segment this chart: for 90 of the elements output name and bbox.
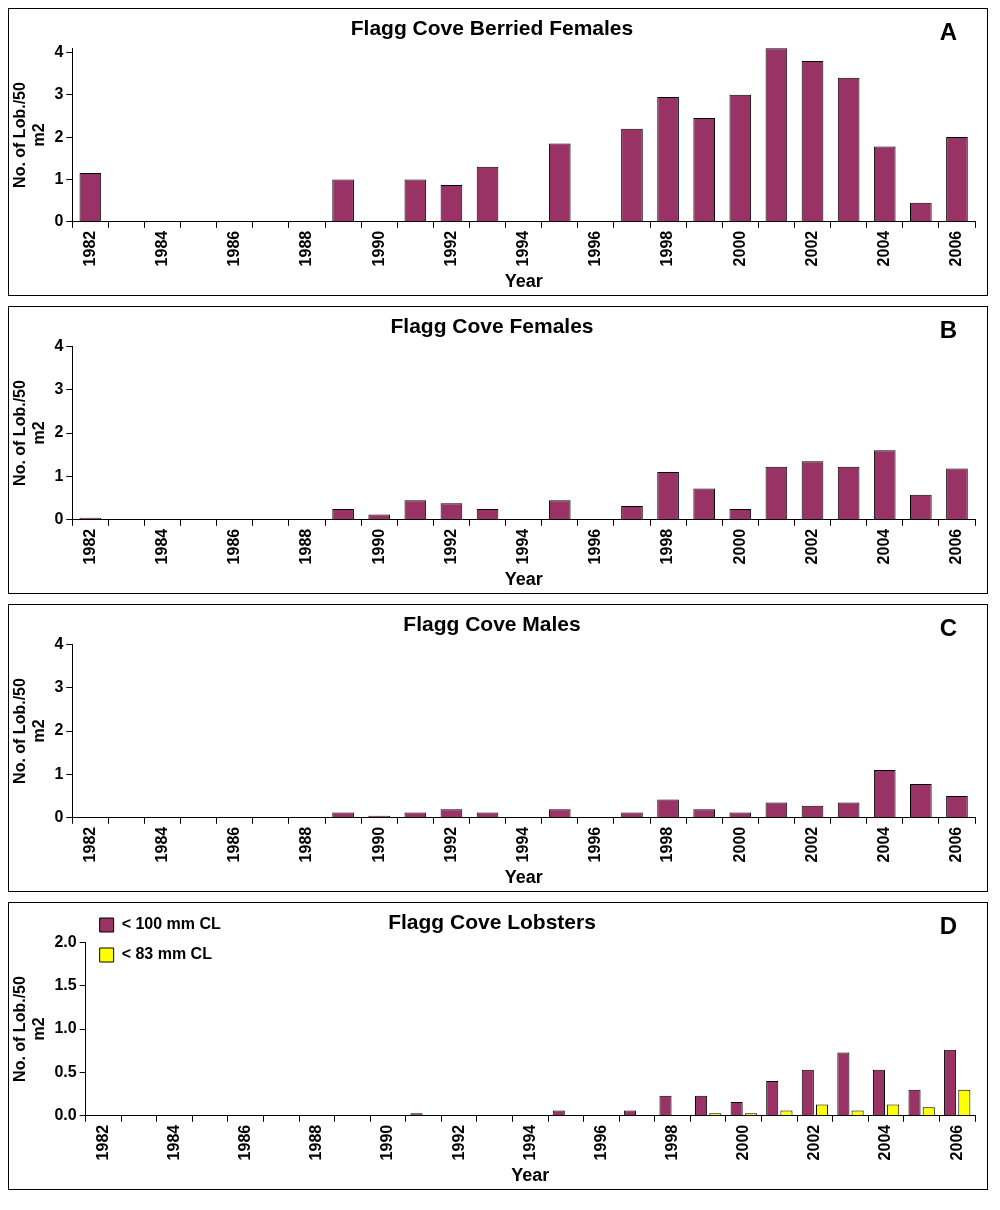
x-tick-label: 1990 bbox=[369, 528, 387, 565]
text: B bbox=[939, 315, 957, 343]
x-tick-label: 1990 bbox=[369, 826, 387, 863]
x-tick-label: 1986 bbox=[225, 528, 243, 565]
x-tick-label: 1982 bbox=[80, 230, 98, 267]
x-tick-label: 1988 bbox=[297, 826, 315, 863]
y-tick-label: 1 bbox=[54, 169, 64, 187]
x-tick-label: 2006 bbox=[947, 826, 965, 863]
x-tick-label: 2006 bbox=[947, 1124, 965, 1161]
x-tick-label: 1998 bbox=[663, 1124, 681, 1161]
x-tick-label: 2000 bbox=[730, 826, 748, 863]
legend-label: < 83 mm CL bbox=[121, 945, 213, 963]
chart-title: Flagg Cove Females bbox=[390, 314, 594, 338]
y-tick-label: 2 bbox=[54, 423, 64, 441]
x-tick-label: 1994 bbox=[514, 528, 532, 565]
y-tick-label: 3 bbox=[54, 678, 64, 696]
x-tick-label: 1986 bbox=[236, 1124, 254, 1161]
x-tick-label: 1996 bbox=[586, 528, 604, 565]
y-tick-label: 4 bbox=[54, 634, 64, 652]
x-tick-label: 1996 bbox=[591, 1124, 609, 1161]
text: A bbox=[939, 17, 957, 45]
x-tick-label: 2002 bbox=[805, 1124, 823, 1161]
x-tick-label: 1994 bbox=[514, 230, 532, 267]
y-tick-label: 0.5 bbox=[54, 1062, 77, 1080]
x-tick-label: 1988 bbox=[307, 1124, 325, 1161]
x-tick-label: 2006 bbox=[947, 528, 965, 565]
x-tick-label: 2000 bbox=[730, 528, 748, 565]
x-tick-label: 2004 bbox=[876, 1124, 894, 1161]
y-axis-title: No. of Lob./50 m2 bbox=[11, 976, 48, 1082]
chart-title: Flagg Cove Lobsters bbox=[388, 910, 596, 934]
y-tick-label: 0 bbox=[54, 212, 64, 230]
x-tick-label: 2002 bbox=[802, 826, 820, 863]
x-tick-label: 2004 bbox=[875, 826, 893, 863]
x-tick-label: 1990 bbox=[369, 230, 387, 267]
y-axis-title: No. of Lob./50 m2 bbox=[11, 678, 48, 784]
x-tick-label: 1994 bbox=[514, 826, 532, 863]
y-tick-label: 2.0 bbox=[54, 932, 77, 950]
y-tick-label: 0 bbox=[54, 808, 64, 826]
legend-label: < 100 mm CL bbox=[121, 915, 222, 933]
text: D bbox=[939, 911, 957, 939]
x-axis-title: Year bbox=[504, 271, 543, 292]
x-tick-label: 2006 bbox=[947, 230, 965, 267]
y-tick-label: 1 bbox=[54, 764, 64, 782]
x-tick-label: 1992 bbox=[449, 1124, 467, 1161]
x-tick-label: 2000 bbox=[730, 230, 748, 267]
x-tick-label: 1984 bbox=[152, 230, 170, 267]
y-tick-label: 2 bbox=[54, 127, 64, 145]
y-tick-label: 1.5 bbox=[54, 976, 77, 994]
x-tick-label: 2002 bbox=[802, 230, 820, 267]
x-tick-label: 1986 bbox=[225, 826, 243, 863]
x-tick-label: 1998 bbox=[658, 528, 676, 565]
x-tick-label: 1982 bbox=[80, 826, 98, 863]
x-axis-title: Year bbox=[511, 1165, 550, 1186]
x-axis-title: Year bbox=[504, 867, 543, 888]
x-tick-label: 2004 bbox=[875, 230, 893, 267]
chart-title: Flagg Cove Males bbox=[403, 612, 581, 636]
text: C bbox=[939, 613, 957, 641]
y-tick-label: 1 bbox=[54, 466, 64, 484]
y-tick-label: 2 bbox=[54, 721, 64, 739]
chart-title: Flagg Cove Berried Females bbox=[350, 16, 634, 40]
x-axis-title: Year bbox=[504, 569, 543, 590]
x-tick-label: 1984 bbox=[152, 528, 170, 565]
x-tick-label: 1988 bbox=[297, 528, 315, 565]
y-tick-label: 3 bbox=[54, 380, 64, 398]
x-tick-label: 1996 bbox=[586, 826, 604, 863]
x-tick-label: 1984 bbox=[164, 1124, 182, 1161]
x-tick-label: 1988 bbox=[297, 230, 315, 267]
x-tick-label: 1992 bbox=[441, 826, 459, 863]
x-tick-label: 1982 bbox=[80, 528, 98, 565]
x-tick-label: 2002 bbox=[802, 528, 820, 565]
x-tick-label: 1994 bbox=[520, 1124, 538, 1161]
y-tick-label: 4 bbox=[54, 336, 64, 354]
y-tick-label: 3 bbox=[54, 85, 64, 103]
x-tick-label: 1986 bbox=[225, 230, 243, 267]
y-axis-title: No. of Lob./50 m2 bbox=[11, 82, 48, 188]
y-tick-label: 0.0 bbox=[54, 1106, 77, 1124]
x-tick-label: 1990 bbox=[378, 1124, 396, 1161]
x-tick-label: 1984 bbox=[152, 826, 170, 863]
y-tick-label: 4 bbox=[54, 42, 64, 60]
y-tick-label: 0 bbox=[54, 510, 64, 528]
x-tick-label: 1992 bbox=[441, 230, 459, 267]
x-tick-label: 1998 bbox=[658, 230, 676, 267]
y-axis-title: No. of Lob./50 m2 bbox=[11, 380, 48, 486]
y-tick-label: 1.0 bbox=[54, 1019, 77, 1037]
x-tick-label: 1992 bbox=[441, 528, 459, 565]
x-tick-label: 2000 bbox=[734, 1124, 752, 1161]
x-tick-label: 1996 bbox=[586, 230, 604, 267]
x-tick-label: 2004 bbox=[875, 528, 893, 565]
x-tick-label: 1982 bbox=[93, 1124, 111, 1161]
x-tick-label: 1998 bbox=[658, 826, 676, 863]
